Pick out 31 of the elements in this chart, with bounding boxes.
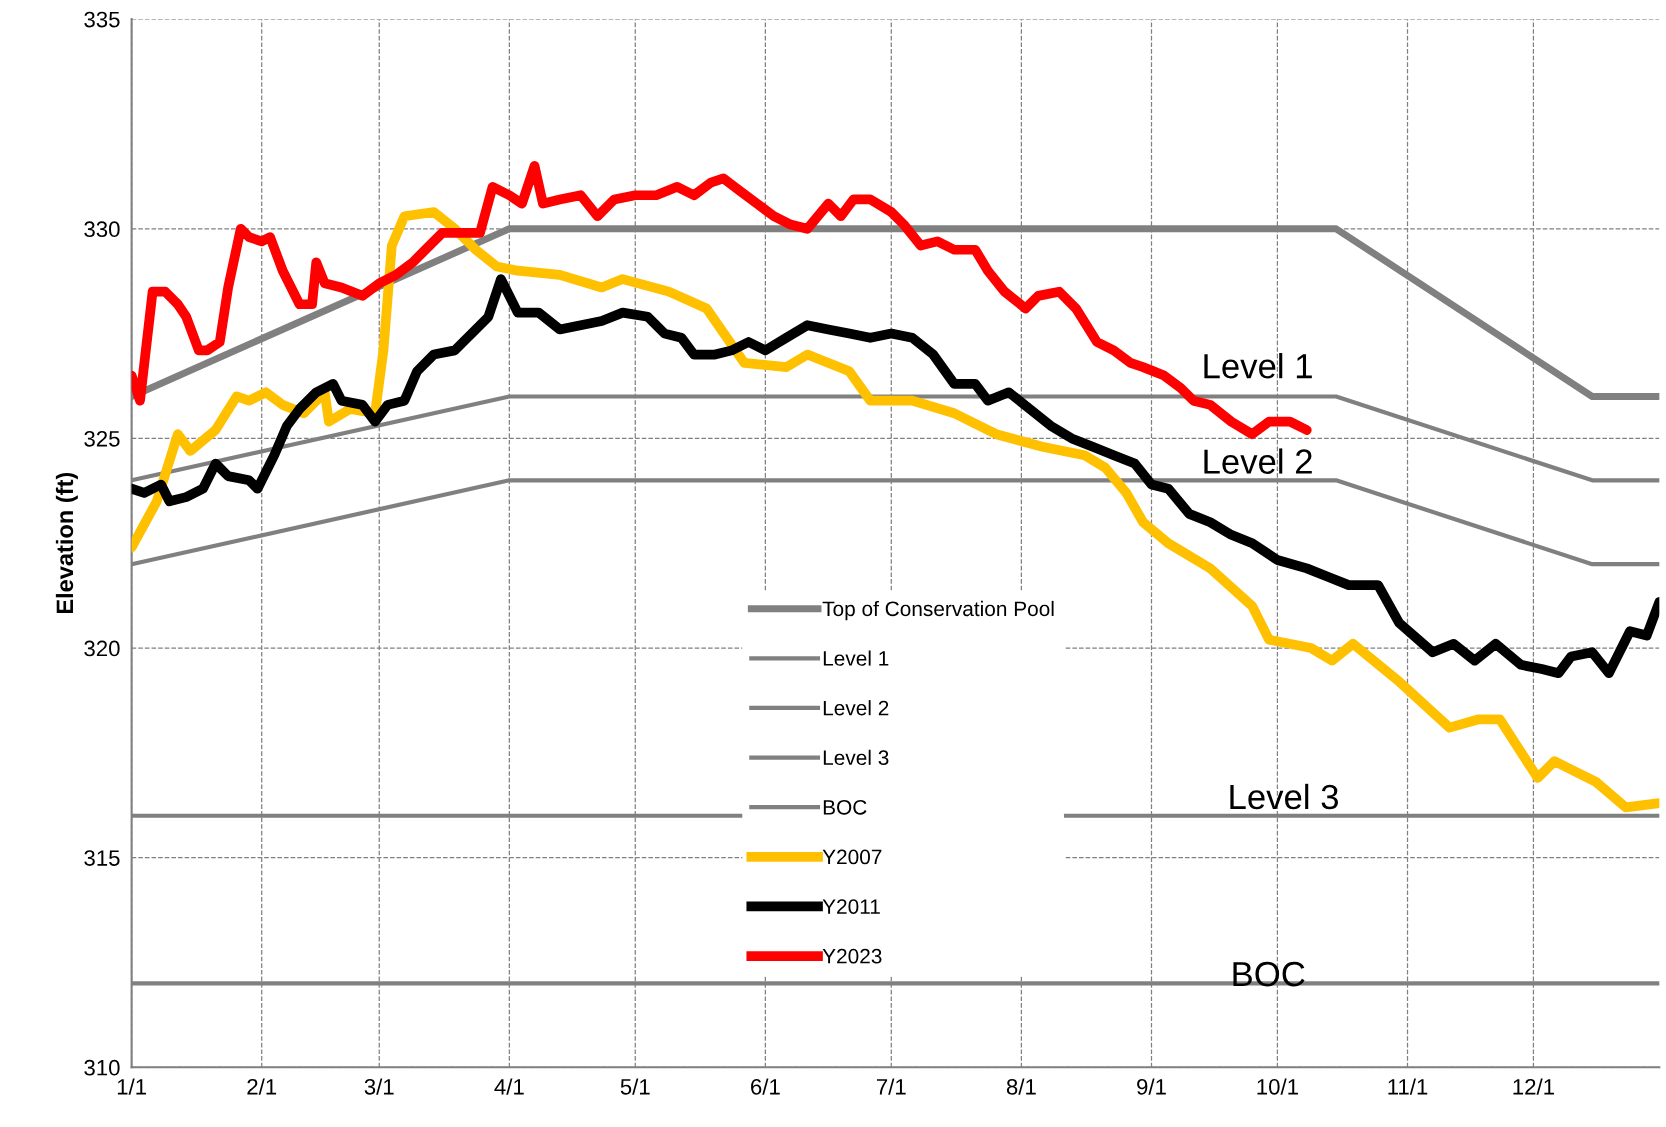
x-tick-label: 9/1 — [1137, 1078, 1166, 1095]
legend-label: Level 3 — [823, 749, 889, 766]
x-tick-label: 3/1 — [364, 1078, 394, 1095]
x-tick-label: 11/1 — [1388, 1078, 1428, 1095]
legend-label: Y2023 — [822, 948, 882, 964]
x-tick-label: 4/1 — [494, 1078, 524, 1095]
y-tick-label: 330 — [84, 221, 120, 238]
legend-label: BOC — [823, 799, 867, 815]
y-tick-label: 315 — [84, 850, 120, 866]
x-tick-label: 7/1 — [876, 1078, 906, 1095]
y-tick-label: 335 — [84, 11, 120, 28]
annotation: BOC — [1233, 961, 1305, 987]
annotation: Level 2 — [1204, 448, 1312, 474]
y-tick-label: 320 — [84, 640, 120, 657]
x-tick-label: 5/1 — [620, 1078, 650, 1095]
legend-label: Level 1 — [823, 650, 889, 666]
annotation: Level 3 — [1230, 783, 1338, 810]
legend-label: Level 2 — [823, 700, 889, 716]
x-tick-label: 10/1 — [1257, 1078, 1298, 1095]
y-axis-title: Elevation (ft) — [55, 472, 78, 614]
x-tick-label: 8/1 — [1006, 1078, 1036, 1095]
y-tick-label: 325 — [84, 430, 120, 447]
y-tick-label: 310 — [84, 1059, 120, 1076]
x-tick-label: 1/1 — [117, 1078, 146, 1095]
legend-label: Y2007 — [822, 849, 882, 865]
legend-label: Top of Conservation Pool — [822, 600, 1054, 621]
x-tick-label: 12/1 — [1513, 1078, 1554, 1095]
x-tick-label: 2/1 — [247, 1078, 277, 1095]
legend-label: Y2011 — [822, 899, 880, 914]
x-tick-label: 6/1 — [751, 1078, 780, 1095]
annotation: Level 1 — [1204, 353, 1312, 379]
